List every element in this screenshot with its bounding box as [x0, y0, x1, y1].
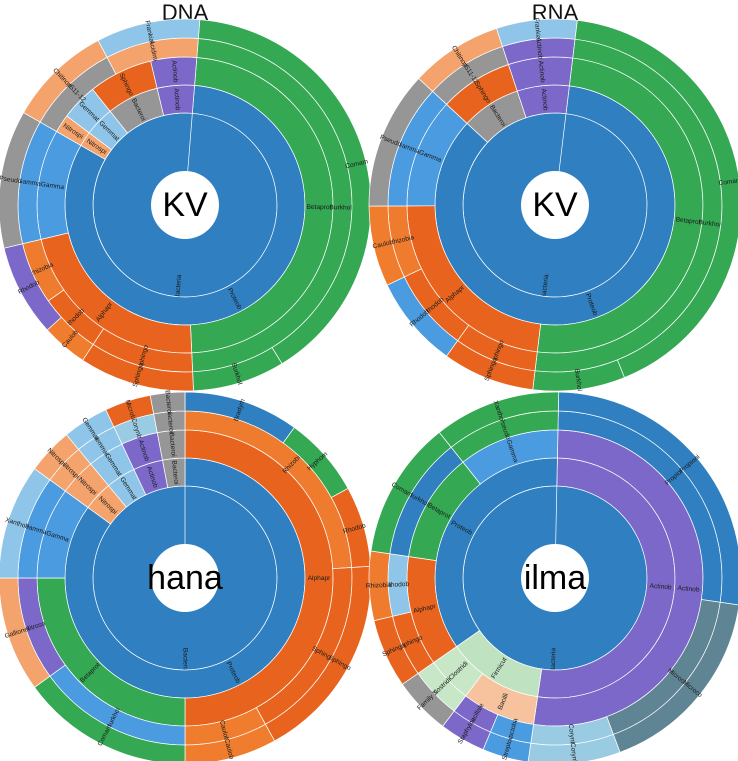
- sunburst-rna-kv: BacteriaProteobBacteroiActinobBetaprotAl…: [368, 17, 738, 392]
- center-label: KV: [532, 186, 578, 224]
- center-hole: [521, 544, 589, 612]
- segment-bacteroi[interactable]: [156, 429, 186, 461]
- segment-bacteroi[interactable]: [149, 391, 186, 415]
- center-hole: [151, 171, 219, 239]
- segment-actinob[interactable]: [516, 84, 570, 119]
- segment-bacteroi[interactable]: [153, 410, 186, 434]
- segment-frankial[interactable]: [97, 18, 201, 58]
- center-label: ilma: [524, 559, 586, 597]
- segment-actinob[interactable]: [150, 56, 198, 89]
- segment-xantho[interactable]: [438, 391, 560, 448]
- center-hole: [151, 544, 219, 612]
- center-hole: [521, 171, 589, 239]
- segment-frankial[interactable]: [496, 18, 578, 47]
- center-label: hana: [147, 559, 223, 597]
- sunburst-rna-ilma: BacteriaActinobFirmicutProteobActinobBac…: [366, 391, 738, 761]
- center-label: KV: [162, 186, 208, 224]
- segment-actinob[interactable]: [156, 84, 195, 116]
